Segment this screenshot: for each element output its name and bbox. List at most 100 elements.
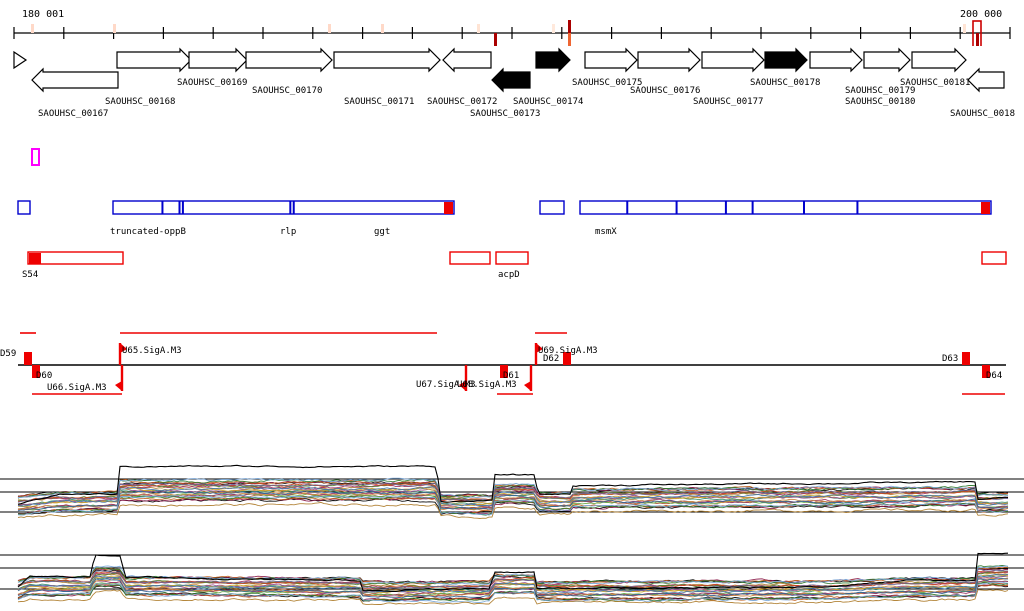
expression-trace bbox=[17, 568, 1009, 590]
gene-label: SAOUHSC_00169 bbox=[177, 78, 248, 88]
gene-arrow[interactable] bbox=[809, 47, 863, 73]
terminator-label: D64 bbox=[986, 371, 1003, 381]
expression-trace bbox=[17, 578, 1009, 598]
srna-box[interactable] bbox=[495, 251, 529, 265]
srna-box[interactable] bbox=[449, 251, 491, 265]
expression-signal-plots[interactable] bbox=[0, 436, 1024, 611]
expression-traces[interactable] bbox=[0, 436, 1024, 611]
terminator-label: D62 bbox=[543, 354, 560, 364]
gene-label: SAOUHSC_00179 bbox=[845, 86, 916, 96]
terminator-label: D63 bbox=[942, 354, 959, 364]
promoter-flag[interactable] bbox=[459, 365, 468, 391]
terminator-marker[interactable] bbox=[962, 352, 970, 365]
gene-arrow[interactable] bbox=[764, 47, 808, 73]
promoter-label: U68.SigA.M3 bbox=[457, 380, 517, 390]
expression-trace bbox=[17, 577, 1009, 599]
terminator-label: D60 bbox=[36, 371, 53, 381]
promoter-label: U69.SigA.M3 bbox=[538, 346, 598, 356]
terminator-label: D59 bbox=[0, 349, 17, 359]
operon-label: msmX bbox=[595, 227, 617, 237]
gene-label: SAOUHSC_00175 bbox=[572, 78, 643, 88]
expression-trace bbox=[18, 477, 1009, 499]
promoter-label: U67.SigA.M3 bbox=[416, 380, 476, 390]
promoter-features[interactable] bbox=[0, 325, 1024, 405]
gene-label: SAOUHSC_00180 bbox=[845, 97, 916, 107]
srna-box[interactable] bbox=[27, 251, 124, 265]
operon-box[interactable] bbox=[579, 200, 992, 215]
gene-label: SAOUHSC_00173 bbox=[470, 109, 541, 119]
gene-arrow[interactable] bbox=[535, 47, 571, 73]
gene-label: SAOUHSC_00172 bbox=[427, 97, 498, 107]
gene-arrow[interactable] bbox=[637, 47, 701, 73]
operon-track[interactable]: truncated-oppB rlp ggt msmX bbox=[0, 196, 1024, 238]
terminator-marker[interactable] bbox=[24, 352, 32, 365]
total-signal-trace bbox=[17, 552, 1009, 593]
reverse-strand-coverage[interactable] bbox=[0, 552, 1024, 606]
promoter-flag[interactable] bbox=[524, 365, 533, 391]
gene-arrow[interactable] bbox=[701, 47, 765, 73]
gene-label: SAOUHSC_00181 bbox=[900, 78, 971, 88]
expression-trace bbox=[17, 478, 1009, 499]
srna-label: S54 bbox=[22, 270, 39, 280]
ruler-start-label: 180 001 bbox=[22, 9, 65, 20]
gene-arrow[interactable] bbox=[31, 67, 119, 93]
operon-box[interactable] bbox=[112, 200, 455, 215]
operon-boxes[interactable] bbox=[0, 196, 1024, 222]
promoter-flag[interactable] bbox=[115, 365, 124, 391]
coordinate-ruler[interactable]: 180 001 200 000 bbox=[0, 0, 1024, 46]
gene-label: SAOUHSC_00171 bbox=[344, 97, 415, 107]
gene-arrow[interactable] bbox=[245, 47, 333, 73]
terminator-marker[interactable] bbox=[563, 352, 571, 365]
expression-trace bbox=[17, 565, 1009, 586]
srna-track[interactable]: S54 acpD bbox=[0, 250, 1024, 284]
gene-arrow[interactable] bbox=[584, 47, 638, 73]
expression-trace bbox=[17, 487, 1009, 508]
gene-arrow[interactable] bbox=[333, 47, 441, 73]
srna-box[interactable] bbox=[981, 251, 1007, 265]
expression-trace bbox=[17, 581, 1009, 603]
terminator-marker[interactable] bbox=[500, 365, 508, 378]
ruler-end-label: 200 000 bbox=[960, 9, 1003, 20]
gene-arrow[interactable] bbox=[967, 67, 1005, 93]
srna-boxes[interactable] bbox=[0, 250, 1024, 270]
promoter-label: U65.SigA.M3 bbox=[122, 346, 182, 356]
gene-arrows[interactable] bbox=[0, 46, 1024, 122]
gene-arrow[interactable] bbox=[116, 47, 192, 73]
gene-label: SAOUHSC_0018 bbox=[950, 109, 1016, 119]
gene-label: SAOUHSC_00178 bbox=[750, 78, 821, 88]
gene-label: SAOUHSC_00176 bbox=[630, 86, 701, 96]
promoter-terminator-track[interactable]: U65.SigA.M3 U66.SigA.M3 U67.SigA.M3 U68.Sig… bbox=[0, 325, 1024, 405]
srna-label: acpD bbox=[498, 270, 520, 280]
expression-trace bbox=[17, 486, 1009, 507]
magenta-marker-icon bbox=[31, 148, 41, 166]
operon-box[interactable] bbox=[539, 200, 565, 215]
gene-arrow[interactable] bbox=[491, 67, 531, 93]
expression-trace bbox=[17, 494, 1009, 516]
operon-sublabel: ggt bbox=[374, 227, 391, 237]
gene-arrow[interactable] bbox=[911, 47, 967, 73]
expression-trace bbox=[17, 490, 1009, 512]
promoter-flag[interactable] bbox=[118, 343, 127, 365]
gene-arrow[interactable] bbox=[442, 47, 492, 73]
gene-arrow[interactable] bbox=[863, 47, 911, 73]
gene-label: SAOUHSC_00177 bbox=[693, 97, 764, 107]
gene-arrow[interactable] bbox=[188, 47, 248, 73]
terminator-marker[interactable] bbox=[32, 365, 40, 378]
operon-box[interactable] bbox=[17, 200, 31, 215]
ruler-svg bbox=[13, 20, 1011, 46]
gene-track[interactable]: SAOUHSC_00167 SAOUHSC_00168 SAOUHSC_00169 S… bbox=[0, 46, 1024, 122]
expression-trace bbox=[17, 589, 1009, 606]
terminator-label: D61 bbox=[503, 371, 520, 381]
expression-trace bbox=[17, 491, 1009, 511]
promoter-flag[interactable] bbox=[534, 343, 543, 365]
gene-label: SAOUHSC_00168 bbox=[105, 97, 176, 107]
operon-sublabel: rlp bbox=[280, 227, 297, 237]
gene-label: SAOUHSC_00167 bbox=[38, 109, 109, 119]
expression-trace bbox=[17, 501, 1009, 519]
total-signal-trace bbox=[17, 464, 1009, 505]
gene-label: SAOUHSC_00170 bbox=[252, 86, 323, 96]
forward-strand-coverage[interactable] bbox=[0, 464, 1024, 519]
terminator-marker[interactable] bbox=[982, 365, 990, 378]
expression-trace bbox=[17, 482, 1009, 503]
